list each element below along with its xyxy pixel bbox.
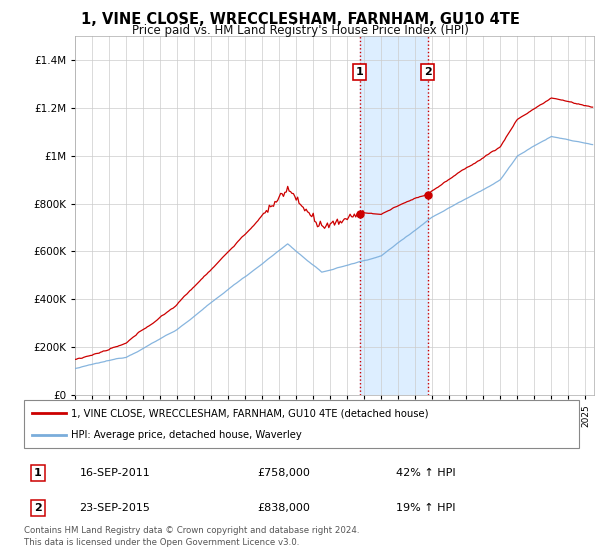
Bar (359, 36, 428, 395)
Text: HPI: Average price, detached house, Waverley: HPI: Average price, detached house, Wave… (71, 430, 302, 440)
Text: £838,000: £838,000 (257, 503, 310, 513)
Text: Contains HM Land Registry data © Crown copyright and database right 2024.
This d: Contains HM Land Registry data © Crown c… (24, 526, 359, 547)
FancyBboxPatch shape (24, 400, 579, 448)
Text: 2: 2 (34, 503, 42, 513)
Text: 19% ↑ HPI: 19% ↑ HPI (396, 503, 455, 513)
Text: 42% ↑ HPI: 42% ↑ HPI (396, 468, 455, 478)
Text: Price paid vs. HM Land Registry's House Price Index (HPI): Price paid vs. HM Land Registry's House … (131, 24, 469, 36)
Text: £758,000: £758,000 (257, 468, 310, 478)
Text: 1: 1 (356, 67, 364, 77)
Text: 2: 2 (424, 67, 431, 77)
Text: 1, VINE CLOSE, WRECCLESHAM, FARNHAM, GU10 4TE: 1, VINE CLOSE, WRECCLESHAM, FARNHAM, GU1… (80, 12, 520, 27)
Text: 16-SEP-2011: 16-SEP-2011 (79, 468, 150, 478)
Text: 1: 1 (34, 468, 42, 478)
Text: 1, VINE CLOSE, WRECCLESHAM, FARNHAM, GU10 4TE (detached house): 1, VINE CLOSE, WRECCLESHAM, FARNHAM, GU1… (71, 408, 428, 418)
Text: 23-SEP-2015: 23-SEP-2015 (79, 503, 151, 513)
